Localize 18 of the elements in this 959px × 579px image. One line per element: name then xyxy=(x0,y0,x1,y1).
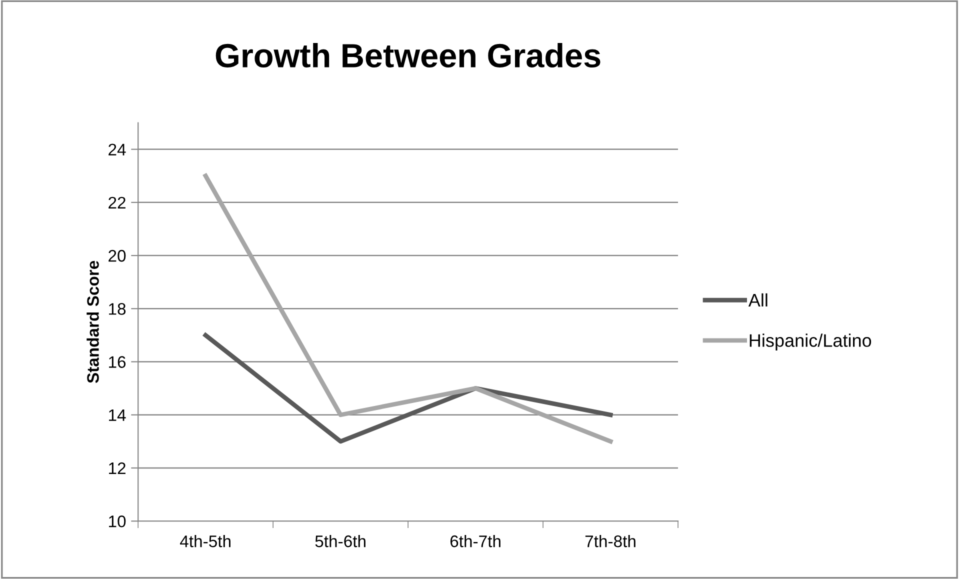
x-tick-label: 5th-6th xyxy=(315,534,366,548)
y-tick-label: 10 xyxy=(109,516,126,528)
y-tick-label: 16 xyxy=(109,356,126,368)
x-tick-label: 7th-8th xyxy=(585,534,636,548)
legend-label: All xyxy=(748,293,768,306)
x-tick-label: 4th-5th xyxy=(180,534,230,548)
y-tick-label: 14 xyxy=(109,409,126,421)
chart-title: Growth Between Grades xyxy=(216,43,600,68)
y-tick-label: 24 xyxy=(108,144,126,156)
y-tick-label: 22 xyxy=(108,196,126,208)
line-series xyxy=(203,174,613,444)
legend-label: Hispanic/Latino xyxy=(750,334,872,350)
x-tick-label: 6th-7th xyxy=(450,534,500,548)
y-tick-label: 20 xyxy=(108,250,126,262)
y-tick-label: 18 xyxy=(109,303,126,315)
line-series xyxy=(203,332,613,444)
y-tick-label: 12 xyxy=(109,462,126,474)
y-axis-title: Standard Score xyxy=(86,260,99,384)
